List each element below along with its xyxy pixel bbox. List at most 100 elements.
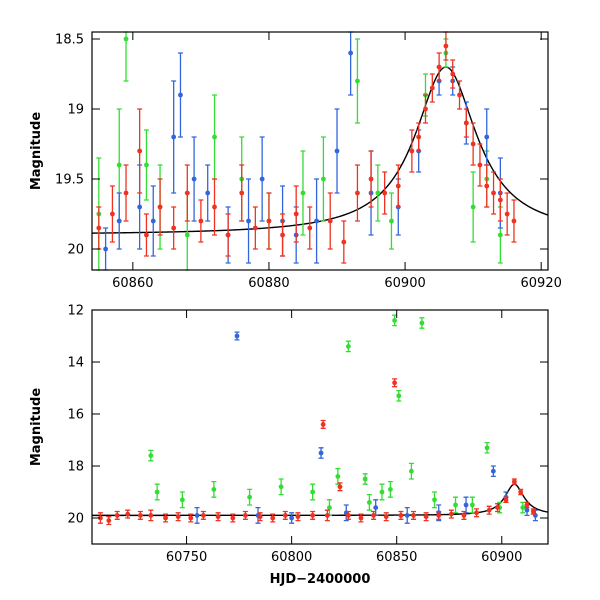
data-point [215,514,221,520]
data-point [335,474,341,479]
data-point [404,513,410,518]
data-point [474,510,479,516]
data-point [398,513,404,518]
data-point [518,489,524,495]
data-point [337,484,343,490]
data-point [497,232,503,238]
data-point [106,518,112,523]
lower-x-axis-label: HJD−2400000 [270,572,371,587]
data-point [524,507,530,513]
data-point [382,190,388,196]
data-point [411,513,416,518]
data-point [419,320,425,326]
data-point [148,513,154,518]
data-point [314,218,319,224]
data-point [310,513,316,518]
data-point [495,505,500,510]
data-point [211,487,217,492]
data-point [395,183,401,189]
data-point [200,513,206,518]
data-point [116,218,122,224]
data-point [171,225,177,231]
model-curve [92,483,549,517]
data-point [470,141,476,147]
data-point [389,218,394,224]
data-point [416,134,422,140]
y-tick-label: 16 [67,408,84,423]
data-point [334,148,340,154]
data-point [212,134,217,140]
data-point [270,515,276,521]
data-point [225,232,231,238]
data-point [293,211,299,217]
data-point [125,511,131,517]
lower-panel: 60750 60800 60850 60900 12 14 16 18 20 Magnitude… [29,304,549,587]
data-point [469,502,475,508]
data-point [362,476,368,482]
data-point [150,218,156,224]
y-tick-label: 18.5 [55,33,84,48]
data-point [318,450,324,456]
data-point [114,513,120,518]
data-point [503,497,509,503]
data-point [409,468,414,474]
data-point [504,211,510,217]
data-point [307,225,313,231]
data-point [239,190,245,196]
data-point [321,176,326,182]
data-point [98,515,103,521]
data-point [198,218,204,224]
data-point [184,232,190,238]
data-point [366,500,372,505]
x-tick-label: 60920 [521,276,562,291]
data-point [154,489,160,495]
y-tick-label: 20 [67,512,84,527]
data-point [282,513,288,518]
data-point [524,502,530,508]
data-point [392,318,397,323]
data-point [348,50,354,56]
data-point [355,78,360,84]
data-point [341,239,347,245]
y-tick-label: 19 [67,103,84,118]
data-point [280,232,285,238]
data-point [453,502,458,508]
data-point [191,176,197,182]
x-tick-label: 60850 [376,550,417,565]
data-point [450,71,456,77]
data-point [243,513,248,518]
data-point [461,513,467,518]
data-point [409,148,415,154]
data-point [373,505,379,510]
data-point [278,484,284,490]
data-point [327,505,332,510]
data-point [266,218,272,224]
data-point [144,162,149,168]
data-point [184,190,190,196]
data-point [484,445,490,451]
data-point [436,513,442,518]
data-point [387,487,393,492]
data-point [137,148,143,154]
data-point [463,120,469,126]
data-point [320,422,326,427]
data-point [375,190,381,196]
data-point [396,393,402,399]
data-point [148,453,154,458]
upper-panel-frame [91,31,549,271]
data-point [355,190,360,196]
data-point [257,514,263,520]
data-point [463,502,469,508]
data-point [358,515,364,521]
x-tick-label: 60860 [112,276,153,291]
model-curve [91,66,549,234]
lower-panel-frame [91,309,549,545]
data-point [345,344,351,349]
x-tick-label: 60750 [166,550,207,565]
data-point [96,225,102,231]
data-point [259,176,265,182]
data-point [144,232,149,238]
data-point [324,513,330,518]
data-point [423,514,429,520]
data-point [212,204,217,210]
